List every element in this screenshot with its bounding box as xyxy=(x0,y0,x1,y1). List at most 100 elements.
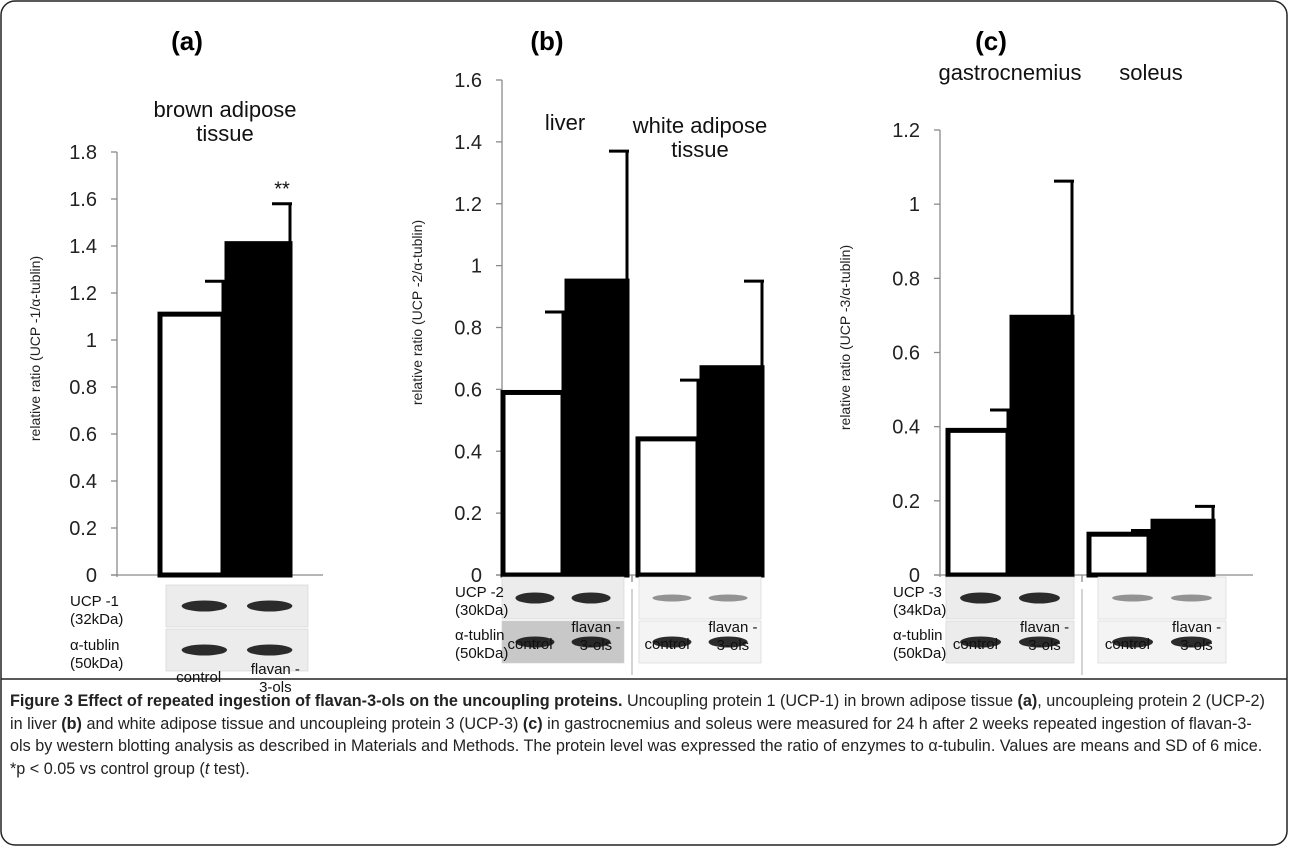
blot-band xyxy=(181,644,228,656)
blot-band xyxy=(1170,636,1212,648)
bar xyxy=(699,365,765,578)
caption-title: Figure 3 Effect of repeated ingestion of… xyxy=(10,692,623,710)
blot-row-kda: (32kDa) xyxy=(70,611,123,628)
x-label-flavan-1: flavan - xyxy=(571,619,620,636)
group-label: tissue xyxy=(196,121,253,146)
x-label-flavan-2: 3-ols xyxy=(1180,637,1213,654)
x-label-control: control xyxy=(508,636,553,653)
x-label-flavan-2: 3-ols xyxy=(580,637,613,654)
y-tick-label: 0.6 xyxy=(69,424,97,446)
y-tick-label: 1.6 xyxy=(454,70,482,92)
y-tick-label: 1 xyxy=(86,330,97,352)
x-label-control: control xyxy=(176,669,221,686)
blot-band xyxy=(1018,636,1060,648)
blot-row-name: α-tublin xyxy=(70,637,120,654)
panel-label: (c) xyxy=(975,26,1007,56)
caption-segment: in gastrocnemius and soleus were measure… xyxy=(10,714,1263,778)
y-tick-label: 1.2 xyxy=(454,194,482,216)
blot-band xyxy=(246,644,293,656)
blot-row-kda: (30kDa) xyxy=(455,602,508,619)
group-label: brown adipose xyxy=(153,97,296,122)
x-label-control: control xyxy=(1105,636,1150,653)
x-label-control: control xyxy=(953,636,998,653)
y-tick-label: 1.2 xyxy=(892,120,920,142)
bar xyxy=(945,427,1011,578)
y-tick-label: 0 xyxy=(909,565,920,587)
bar xyxy=(635,436,701,578)
y-tick-label: 1 xyxy=(909,194,920,216)
bar xyxy=(1086,531,1152,578)
y-tick-label: 1.4 xyxy=(454,132,482,154)
panel-label: (a) xyxy=(171,26,203,56)
blot-row-name: UCP -2 xyxy=(455,584,504,601)
x-label-flavan-2: 3-ols xyxy=(717,637,750,654)
y-tick-label: 0.2 xyxy=(69,518,97,540)
group-label: tissue xyxy=(671,137,728,162)
bar xyxy=(1009,314,1075,578)
x-label-control: control xyxy=(645,636,690,653)
caption-segment: and white adipose tissue and uncoupleing… xyxy=(81,714,523,733)
caption-segment: Uncoupling protein 1 (UCP-1) in brown ad… xyxy=(622,692,1018,710)
caption-segment: , uncoupleing protein 2 (UCP-2) in liver xyxy=(10,692,1265,733)
bar xyxy=(500,389,566,578)
blot-row-name: α-tublin xyxy=(455,627,505,644)
y-tick-label: 0 xyxy=(471,565,482,587)
blot-band xyxy=(515,636,555,648)
caption-segment: t xyxy=(204,759,210,778)
significance-mark: ** xyxy=(274,179,290,201)
blot-band xyxy=(515,592,555,604)
y-tick-label: 0.6 xyxy=(454,379,482,401)
x-label-flavan-1: flavan - xyxy=(708,619,757,636)
caption-segment: (b) xyxy=(61,714,82,733)
blot-band xyxy=(708,636,748,648)
figure-panels: (a) 0 0.2 0.4 0.6 0.8 1 1.2 1.4 1.6 1.8 relative ra… xyxy=(27,26,1253,696)
group-label: white adipose xyxy=(632,113,768,138)
figure-caption: Figure 3 Effect of repeated ingestion of… xyxy=(10,690,1272,780)
y-tick-label: 0.2 xyxy=(454,503,482,525)
blot-band xyxy=(571,636,611,648)
caption-segment: (c) xyxy=(522,714,543,733)
blot-row-name: α-tublin xyxy=(893,627,943,644)
blot-band xyxy=(181,600,228,612)
caption-body: Uncoupling protein 1 (UCP-1) in brown ad… xyxy=(10,692,1265,778)
x-label-flavan-2: 3-ols xyxy=(1028,637,1061,654)
y-tick-label: 1.2 xyxy=(69,283,97,305)
blot-row-kda: (50kDa) xyxy=(455,645,508,662)
chart-panel-1: (b) 0 0.2 0.4 0.6 0.8 1 1.2 1.4 1.6 relative ratio… xyxy=(409,26,767,675)
blot-band xyxy=(571,592,611,604)
blot-band xyxy=(960,636,1002,648)
blot-row-kda: (50kDa) xyxy=(893,645,946,662)
blot-row-kda: (50kDa) xyxy=(70,655,123,672)
y-axis-label: relative ratio (UCP -3/α-tublin) xyxy=(837,245,853,430)
blot-band xyxy=(246,600,293,612)
y-tick-label: 0.4 xyxy=(69,471,97,493)
blot-band xyxy=(1112,636,1154,648)
blot-row-kda: (34kDa) xyxy=(893,602,946,619)
x-label-flavan-1: flavan - xyxy=(251,661,300,678)
y-tick-label: 1.6 xyxy=(69,189,97,211)
group-label: gastrocnemius xyxy=(938,60,1081,85)
blot-band xyxy=(652,594,692,602)
blot-band xyxy=(1112,594,1154,602)
panel-label: (b) xyxy=(530,26,563,56)
y-tick-label: 0.8 xyxy=(454,318,482,340)
blot-row-name: UCP -3 xyxy=(893,584,942,601)
y-axis-label: relative ratio (UCP -2/α-tublin) xyxy=(409,220,425,405)
y-tick-label: 1 xyxy=(471,256,482,278)
blot-band xyxy=(708,594,748,602)
group-label: liver xyxy=(545,110,585,135)
x-label-flavan-1: flavan - xyxy=(1172,619,1221,636)
y-axis-label: relative ratio (UCP -1/α-tublin) xyxy=(27,256,43,441)
chart-panel-2: (c) 0 0.2 0.4 0.6 0.8 1 1.2 relative ratio (UCP … xyxy=(837,26,1253,675)
y-tick-label: 0.6 xyxy=(892,343,920,365)
y-tick-label: 0 xyxy=(86,565,97,587)
y-tick-label: 1.8 xyxy=(69,142,97,164)
y-tick-label: 0.4 xyxy=(454,441,482,463)
blot-band xyxy=(1018,592,1060,604)
y-tick-label: 0.2 xyxy=(892,491,920,513)
y-tick-label: 0.4 xyxy=(892,417,920,439)
blot-row-name: UCP -1 xyxy=(70,593,119,610)
y-tick-label: 1.4 xyxy=(69,236,97,258)
caption-segment: test). xyxy=(209,759,250,778)
y-tick-label: 0.8 xyxy=(892,268,920,290)
